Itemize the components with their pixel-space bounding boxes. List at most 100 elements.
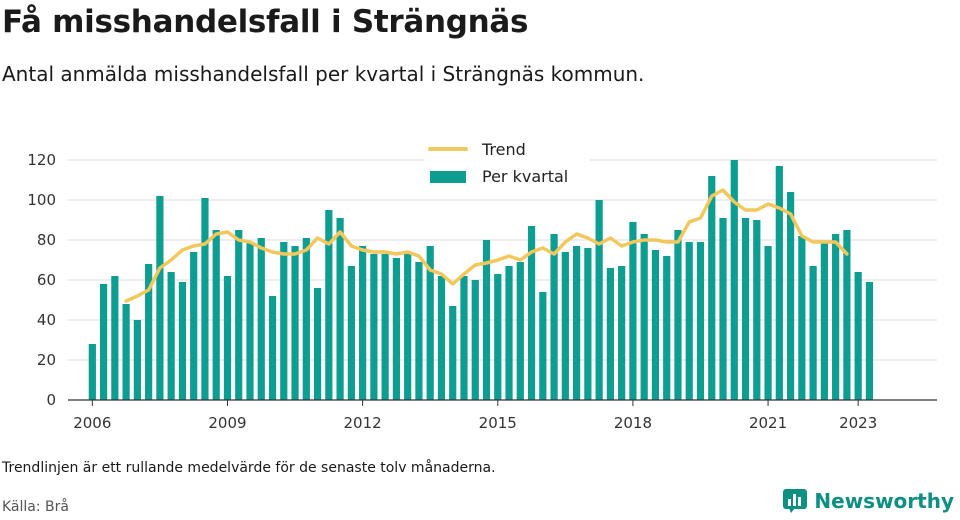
bar [741,218,750,400]
y-tick-label: 120 [27,151,56,169]
bar [629,222,637,400]
bar [730,160,738,400]
bar [88,344,96,400]
y-tick-label: 80 [37,231,56,249]
bar [313,288,322,400]
bar [201,198,209,400]
bar [437,276,446,400]
bar [268,296,277,400]
bar [561,252,569,400]
x-tick-label: 2012 [344,414,382,432]
bar [775,166,783,400]
x-tick-label: 2021 [749,414,787,432]
bar [865,282,874,400]
source-label: Källa: Brå [2,499,69,515]
trend-line [124,188,849,303]
bar [359,246,367,400]
bar [618,266,626,400]
bar [595,200,603,400]
bar [370,254,378,400]
bar [798,236,806,400]
page-subtitle: Antal anmälda misshandelsfall per kvarta… [2,62,645,86]
bar [786,192,795,400]
bar [482,240,491,400]
bar [246,242,254,400]
bar-chart-logo-icon [783,489,808,513]
x-tick-label: 2018 [614,414,652,432]
bar [404,254,412,400]
x-tick-labels: 2006 2009 2012 2015 2018 2021 2023 [73,400,877,432]
bar [133,320,141,400]
bar [190,252,198,400]
bar [809,266,817,400]
bar [674,230,682,400]
bar [753,220,761,400]
bar [167,272,175,400]
bar [122,304,130,400]
y-tick-label: 20 [37,351,56,369]
bar [415,262,423,400]
bar [832,234,840,400]
bar [178,282,187,400]
bar [291,246,299,400]
y-tick-label: 0 [46,391,56,409]
y-tick-label: 100 [27,191,56,209]
bar [280,242,288,400]
legend-trend-label: Trend [481,140,526,159]
bar [494,274,502,400]
x-tick-label: 2009 [208,414,246,432]
bar [640,234,648,400]
bar [764,246,772,400]
bar [854,272,862,400]
bar [696,242,705,400]
bar [212,230,220,400]
bar-series [88,160,874,400]
legend-bars-label: Per kvartal [482,167,568,186]
bar [145,264,153,400]
bar [820,242,828,400]
bar [111,276,119,400]
bar [392,258,401,400]
legend-bar-swatch [430,171,466,183]
bar [460,276,468,400]
bar [573,246,581,400]
bar [663,256,671,400]
bar [584,248,592,400]
bar [471,280,479,400]
x-tick-label: 2015 [479,414,517,432]
bar [505,266,513,400]
legend: Trend Per kvartal [424,137,590,189]
brand-name: Newsworthy [814,489,954,513]
bar [539,292,547,400]
bar [381,254,389,400]
bar [843,230,851,400]
y-tick-labels: 0 20 40 60 80 100 120 [27,151,56,409]
bar [257,238,265,400]
bar [449,306,457,400]
bar [99,284,108,400]
bar [156,196,164,400]
bar [550,234,558,400]
y-tick-label: 40 [37,311,56,329]
bar [302,238,310,400]
bar [347,266,355,400]
footnote: Trendlinjen är ett rullande medelvärde f… [2,460,496,476]
bar [651,250,660,400]
x-tick-label: 2023 [839,414,877,432]
bar [719,218,727,400]
bar [426,246,434,400]
x-tick-label: 2006 [73,414,111,432]
bar [235,230,243,400]
y-tick-label: 60 [37,271,56,289]
bar [708,176,716,400]
bar [325,210,333,400]
page-title: Få misshandelsfall i Strängnäs [2,4,529,40]
bar [606,268,614,400]
bar [685,242,693,400]
brand-logo: Newsworthy [782,488,954,514]
bar [527,226,536,400]
bar [336,218,344,400]
bar [223,276,232,400]
bar [516,262,524,400]
